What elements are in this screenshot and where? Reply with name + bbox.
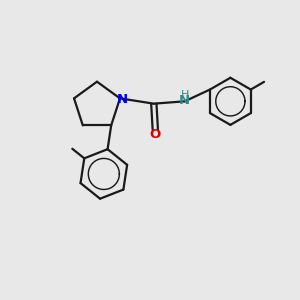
Text: N: N xyxy=(117,93,128,106)
Text: H: H xyxy=(181,90,189,100)
Text: N: N xyxy=(179,94,190,107)
Text: O: O xyxy=(150,128,161,141)
